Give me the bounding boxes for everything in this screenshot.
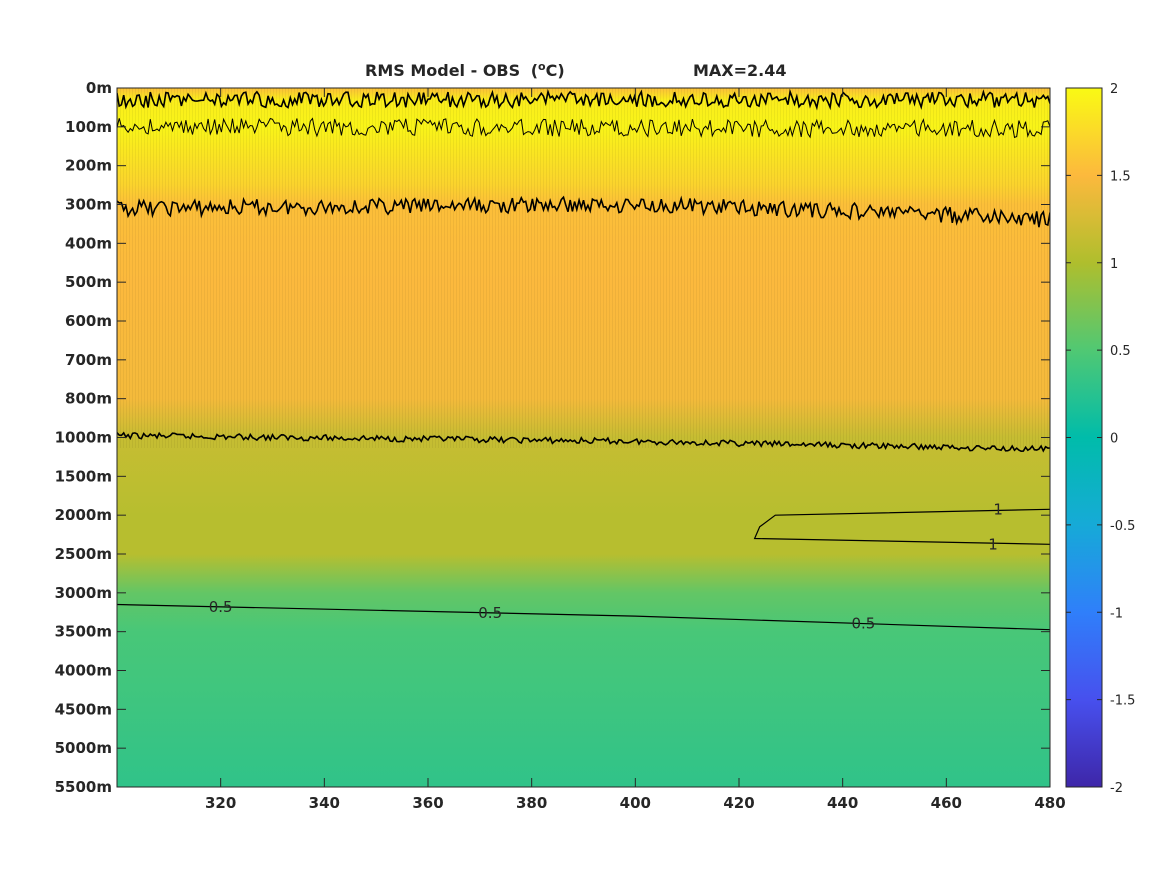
y-tick-label: 800m bbox=[65, 390, 112, 408]
chart-title-unit: (oC) bbox=[531, 60, 565, 80]
y-tick-label: 2500m bbox=[55, 545, 112, 563]
colorbar-tick-label: 1 bbox=[1110, 257, 1118, 272]
x-tick-label: 360 bbox=[412, 794, 443, 812]
contour-line bbox=[117, 603, 1050, 631]
contour-label: 0.5 bbox=[851, 615, 875, 633]
y-tick-label: 700m bbox=[65, 351, 112, 369]
x-tick-label: 460 bbox=[931, 794, 962, 812]
heatmap-texture bbox=[117, 88, 1050, 448]
contour-line bbox=[117, 431, 1050, 453]
x-axis: 320 340 360 380 400 420 440 460 480 bbox=[205, 88, 1066, 812]
y-tick-label: 2000m bbox=[55, 506, 112, 524]
colorbar-tick-label: 1.5 bbox=[1110, 169, 1131, 184]
contour-label: 0.5 bbox=[478, 604, 502, 622]
max-label: MAX=2.44 bbox=[693, 61, 787, 80]
x-tick-label: 400 bbox=[620, 794, 651, 812]
y-tick-label: 500m bbox=[65, 273, 112, 291]
contour-lines: 0.5 0.5 0.5 1 1 bbox=[117, 88, 1050, 633]
colorbar-tick-label: 0.5 bbox=[1110, 344, 1131, 359]
x-tick-label: 420 bbox=[723, 794, 754, 812]
y-tick-label: 5500m bbox=[55, 778, 112, 796]
contour-line bbox=[117, 195, 1050, 228]
colorbar-tick-label: -1 bbox=[1110, 606, 1123, 621]
y-tick-label: 1000m bbox=[55, 429, 112, 447]
y-axis: 0m 100m 200m 300m 400m 500m 600m 700m 800m 1000m 1… bbox=[55, 79, 1050, 796]
contour-line bbox=[117, 88, 1050, 111]
y-tick-label: 100m bbox=[65, 118, 112, 136]
plot-area: 0.5 0.5 0.5 1 1 bbox=[117, 88, 1050, 787]
colorbar-ticks: -2 -1.5 -1 -0.5 0 0.5 1 1.5 2 bbox=[1066, 82, 1135, 796]
contour-label: 0.5 bbox=[209, 598, 233, 616]
colorbar-tick-label: 0 bbox=[1110, 432, 1118, 447]
y-tick-label: 200m bbox=[65, 157, 112, 175]
colorbar-tick-label: -2 bbox=[1110, 781, 1123, 796]
x-tick-label: 340 bbox=[309, 794, 340, 812]
chart-title: RMS Model - OBS (oC) bbox=[365, 60, 565, 80]
colorbar-tick-label: 2 bbox=[1110, 82, 1118, 97]
y-tick-label: 3500m bbox=[55, 623, 112, 641]
y-tick-label: 4000m bbox=[55, 662, 112, 680]
contour-line bbox=[117, 117, 1050, 139]
x-tick-label: 380 bbox=[516, 794, 547, 812]
contour-line bbox=[753, 508, 1050, 545]
y-tick-label: 3000m bbox=[55, 584, 112, 602]
colorbar-tick-label: -0.5 bbox=[1110, 519, 1135, 534]
colorbar-tick-label: -1.5 bbox=[1110, 694, 1135, 709]
x-tick-label: 320 bbox=[205, 794, 236, 812]
y-tick-label: 4500m bbox=[55, 700, 112, 718]
x-tick-label: 480 bbox=[1034, 794, 1065, 812]
y-tick-label: 600m bbox=[65, 312, 112, 330]
y-tick-label: 1500m bbox=[55, 467, 112, 485]
contour-label: 1 bbox=[993, 500, 1003, 518]
x-tick-label: 440 bbox=[827, 794, 858, 812]
y-tick-label: 5000m bbox=[55, 739, 112, 757]
y-tick-label: 400m bbox=[65, 234, 112, 252]
y-tick-label: 300m bbox=[65, 196, 112, 214]
y-tick-label: 0m bbox=[86, 79, 112, 97]
chart-title-text: RMS Model - OBS bbox=[365, 61, 520, 80]
contour-label: 1 bbox=[988, 535, 998, 553]
colorbar bbox=[1065, 87, 1103, 788]
